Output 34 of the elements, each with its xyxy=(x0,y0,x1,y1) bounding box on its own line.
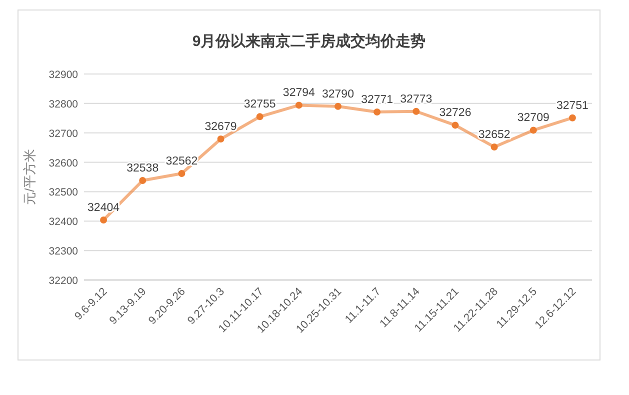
point xyxy=(334,102,342,110)
data-label: 32771 xyxy=(361,94,394,106)
point xyxy=(490,143,498,150)
y-axis-title: 元/平方米 xyxy=(22,149,37,205)
y-tick-label: 32300 xyxy=(48,246,78,258)
y-tick-label: 32700 xyxy=(48,128,78,140)
point xyxy=(530,126,537,134)
y-tick-label: 32800 xyxy=(48,98,78,110)
data-label: 32679 xyxy=(204,121,237,134)
y-tick-label: 32600 xyxy=(48,157,78,170)
data-label: 32726 xyxy=(439,107,472,120)
data-label: 32773 xyxy=(400,93,432,106)
point xyxy=(256,113,264,120)
data-label: 32794 xyxy=(282,87,316,100)
point xyxy=(139,177,146,184)
point xyxy=(178,170,186,177)
y-tick-label: 32400 xyxy=(48,216,78,228)
point xyxy=(100,216,108,224)
y-tick-label: 32500 xyxy=(48,186,78,199)
point xyxy=(295,102,302,109)
data-label: 32755 xyxy=(244,98,276,111)
data-label: 32538 xyxy=(126,162,159,175)
data-label: 32652 xyxy=(478,128,510,141)
point xyxy=(452,122,459,129)
y-tick-label: 32200 xyxy=(48,275,78,287)
point xyxy=(568,114,576,122)
y-tick-label: 32900 xyxy=(48,69,78,81)
point xyxy=(412,108,420,115)
point xyxy=(217,136,224,143)
point xyxy=(374,108,381,116)
data-label: 32709 xyxy=(517,112,550,124)
chart-title: 9月份以来南京二手房成交均价走势 xyxy=(192,32,426,50)
data-label: 32751 xyxy=(556,100,588,112)
data-label: 32790 xyxy=(322,88,354,100)
